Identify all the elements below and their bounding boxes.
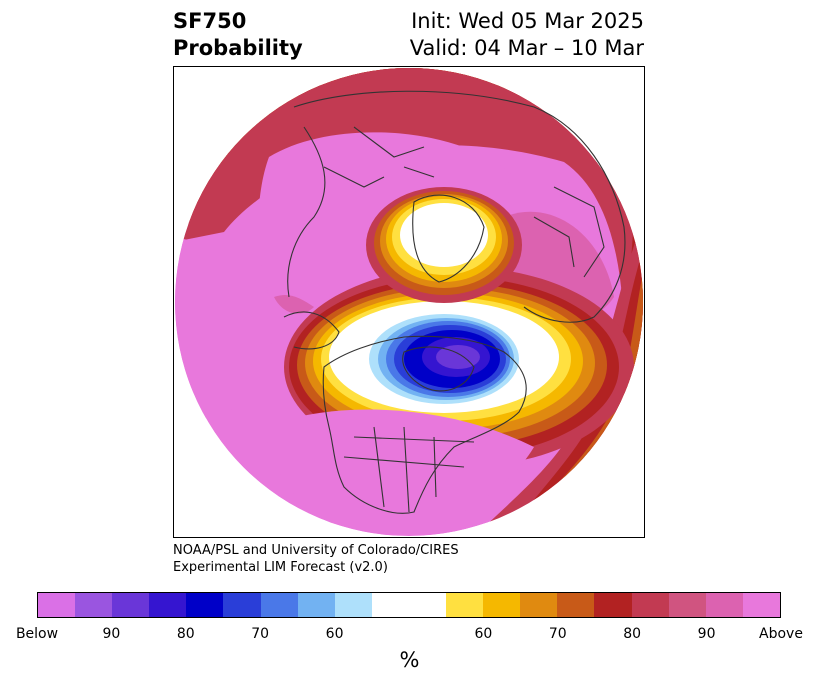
colorbar-tick-8: 90: [697, 626, 716, 642]
colorbar-swatch-5: [223, 593, 261, 617]
colorbar-swatch-18: [742, 593, 780, 617]
colorbar-swatch-2: [112, 593, 150, 617]
variable-label: SF750: [173, 9, 247, 33]
colorbar-tick-3: 70: [251, 626, 270, 642]
product-label: Probability: [173, 36, 303, 60]
valid-range-label: Valid: 04 Mar – 10 Mar: [409, 36, 644, 60]
colorbar-swatch-4: [186, 593, 224, 617]
colorbar-tick-4: 60: [325, 626, 344, 642]
colorbar-swatch-9: [371, 593, 447, 617]
colorbar-tick-6: 70: [548, 626, 567, 642]
colorbar-swatch-6: [260, 593, 298, 617]
init-date-label: Init: Wed 05 Mar 2025: [411, 9, 644, 33]
map-canvas: [175, 68, 643, 536]
colorbar-swatch-13: [557, 593, 595, 617]
colorbar-swatch-15: [631, 593, 669, 617]
colorbar-swatch-16: [668, 593, 706, 617]
credit-line-2: Experimental LIM Forecast (v2.0): [173, 560, 388, 575]
colorbar-swatch-1: [75, 593, 113, 617]
colorbar: [37, 592, 781, 618]
chart-title-left: SF750 Probability: [173, 8, 303, 62]
colorbar-swatch-14: [594, 593, 632, 617]
colorbar-tick-2: 80: [176, 626, 195, 642]
colorbar-tick-9: Above: [759, 626, 803, 642]
chart-title-right: Init: Wed 05 Mar 2025 Valid: 04 Mar – 10…: [410, 8, 644, 62]
credit-text: NOAA/PSL and University of Colorado/CIRE…: [173, 542, 459, 576]
colorbar-tick-5: 60: [474, 626, 493, 642]
colorbar-swatch-8: [334, 593, 372, 617]
colorbar-swatch-0: [38, 593, 76, 617]
colorbar-swatch-12: [520, 593, 558, 617]
colorbar-swatch-11: [483, 593, 521, 617]
polar-map: [173, 66, 645, 538]
colorbar-swatch-3: [149, 593, 187, 617]
colorbar-tick-labels: Below 90 80 70 60 60 70 80 90 Above: [0, 626, 819, 646]
colorbar-tick-1: 90: [102, 626, 121, 642]
coastlines: [283, 90, 626, 514]
colorbar-swatch-17: [705, 593, 743, 617]
colorbar-swatch-7: [297, 593, 335, 617]
probability-field: [175, 68, 643, 536]
credit-line-1: NOAA/PSL and University of Colorado/CIRE…: [173, 543, 459, 558]
colorbar-swatch-10: [446, 593, 484, 617]
colorbar-tick-7: 80: [623, 626, 642, 642]
colorbar-unit-label: %: [399, 648, 420, 672]
colorbar-tick-0: Below: [15, 626, 59, 642]
